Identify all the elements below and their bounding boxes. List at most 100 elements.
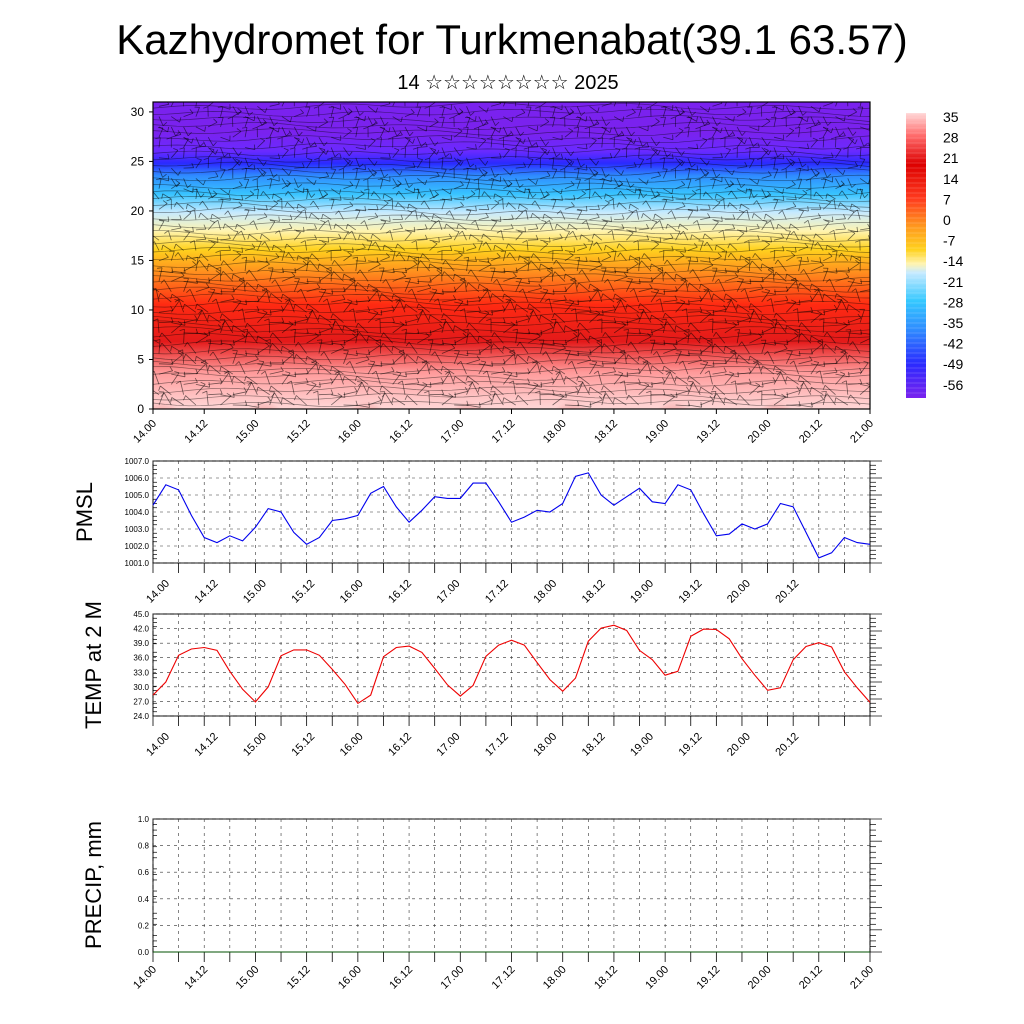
- warm-cell: [574, 314, 679, 409]
- colorbar-label: -56: [943, 377, 963, 393]
- heatmap-y-tick-label: 20: [131, 204, 145, 218]
- pmsl-y-tick-label: 1005.0: [125, 491, 150, 500]
- pmsl-x-tick-label: 17.00: [435, 578, 463, 606]
- contour-line: [153, 359, 870, 368]
- contour-line: [153, 253, 870, 262]
- cool-cell: [340, 369, 393, 409]
- pmsl-x-tick-label: 17.12: [483, 578, 511, 606]
- contour-line: [153, 201, 870, 210]
- colorbar-label: 14: [943, 171, 959, 187]
- precip-x-tick-label: 14.12: [182, 964, 210, 992]
- contour-line: [153, 115, 870, 123]
- precip-x-tick-label: 16.00: [336, 964, 364, 992]
- colorbar-label: 35: [943, 109, 959, 125]
- contour-line: [153, 346, 870, 355]
- temp-x-tick-label: 14.00: [144, 731, 172, 759]
- temp-x-tick-label: 17.12: [483, 731, 511, 759]
- contour-line: [153, 306, 870, 315]
- temp-y-tick-label: 39.0: [133, 639, 149, 648]
- precip-y-tick-label: 0.8: [138, 842, 150, 851]
- heatmap-x-tick-label: 14.00: [131, 418, 159, 446]
- colorbar-fill: [906, 113, 926, 398]
- colorbar-label: -49: [943, 356, 963, 372]
- pmsl-y-axis-title: PMSL: [72, 482, 97, 542]
- colorbar-label: -14: [943, 253, 963, 269]
- precip-x-tick-label: 14.00: [131, 964, 159, 992]
- cool-cell: [750, 369, 803, 409]
- contour-line: [153, 293, 870, 302]
- pmsl-x-tick-label: 16.12: [386, 578, 414, 606]
- heatmap-x-tick-label: 20.12: [797, 418, 825, 446]
- temp-series-line: [152, 624, 871, 705]
- contour-line: [153, 102, 870, 110]
- heatmap-x-tick-label: 15.00: [234, 418, 262, 446]
- heatmap-x-tick-label: 15.12: [285, 418, 313, 446]
- contour-line: [153, 313, 870, 322]
- colorbar-label: 0: [943, 212, 951, 228]
- warm-cell: [165, 314, 270, 409]
- contour-line: [153, 233, 870, 242]
- contour-line: [153, 385, 870, 394]
- precip-x-tick-label: 15.00: [234, 964, 262, 992]
- temp-x-tick-label: 19.00: [628, 731, 656, 759]
- colorbar: 35 28 21 14 7 0 -7 -14 -21 -28 -35 -42 -49 -56: [906, 109, 963, 398]
- pmsl-y-tick-label: 1002.0: [125, 542, 150, 551]
- heatmap-y-tick-label: 15: [131, 253, 145, 267]
- temp-x-tick-label: 20.00: [725, 731, 753, 759]
- colorbar-label: 7: [943, 191, 951, 207]
- temp-x-tick-label: 14.12: [193, 731, 221, 759]
- pmsl-x-tick-label: 19.00: [628, 578, 656, 606]
- contour-line: [153, 326, 870, 335]
- temp-x-tick-label: 15.12: [289, 731, 317, 759]
- contour-line: [153, 333, 870, 342]
- contour-line: [153, 141, 870, 150]
- heatmap-y-tick-label: 10: [131, 303, 145, 317]
- contour-line: [153, 227, 870, 236]
- wind-barbs: [153, 102, 870, 408]
- heatmap-panel: 0 5 10 15 20 25 30 14.00 14.12 15.00 15.12 16.00 16.…: [131, 101, 876, 446]
- pmsl-x-tick-label: 14.00: [144, 578, 172, 606]
- contour-line: [153, 181, 870, 189]
- cool-cell: [237, 369, 290, 409]
- heatmap-x-tick-label: 21.00: [848, 418, 876, 446]
- precip-x-tick-label: 20.12: [797, 964, 825, 992]
- contour-line: [153, 240, 870, 249]
- precip-panel: 0.0 0.2 0.4 0.6 0.8 1.0 PRECIP, mm 14.00 14.12 15…: [81, 815, 882, 992]
- contour-line: [153, 135, 870, 144]
- pmsl-x-tick-label: 15.12: [289, 578, 317, 606]
- precip-y-tick-label: 1.0: [138, 815, 150, 824]
- pmsl-y-tick-label: 1006.0: [125, 474, 150, 483]
- colorbar-label: -42: [943, 336, 963, 352]
- pmsl-x-tick-label: 18.00: [531, 578, 559, 606]
- contour-line: [153, 207, 870, 216]
- precip-x-tick-label: 17.12: [490, 964, 518, 992]
- heatmap-x-tick-label: 20.00: [746, 418, 774, 446]
- chart-subtitle: 14 ☆☆☆☆☆☆☆☆ 2025: [397, 72, 619, 94]
- colorbar-label: -7: [943, 233, 956, 249]
- colorbar-label: 21: [943, 150, 959, 166]
- pmsl-x-tick-label: 14.12: [193, 578, 221, 606]
- temp-x-tick-label: 18.12: [580, 731, 608, 759]
- precip-y-tick-label: 0.2: [138, 921, 150, 930]
- warm-cell: [369, 314, 474, 409]
- colorbar-label: 28: [943, 130, 959, 146]
- precip-x-tick-label: 18.00: [541, 964, 569, 992]
- cool-cell: [647, 369, 700, 409]
- contour-line: [153, 247, 870, 256]
- heatmap-x-tick-label: 17.00: [438, 418, 466, 446]
- heatmap-y-tick-label: 25: [131, 154, 145, 168]
- temp-x-tick-label: 16.00: [338, 731, 366, 759]
- temp-x-tick-label: 16.12: [386, 731, 414, 759]
- temp-y-tick-label: 42.0: [133, 625, 149, 634]
- heatmap-x-tick-label: 18.00: [541, 418, 569, 446]
- temp-y-tick-label: 33.0: [133, 668, 149, 677]
- contour-line: [153, 148, 870, 157]
- precip-x-tick-label: 15.12: [285, 964, 313, 992]
- temp-y-tick-label: 36.0: [133, 654, 149, 663]
- colorbar-label: -21: [943, 274, 963, 290]
- heatmap-field: [153, 102, 870, 409]
- pmsl-y-tick-label: 1007.0: [125, 457, 150, 466]
- contour-line: [153, 194, 870, 203]
- pmsl-x-tick-label: 19.12: [677, 578, 705, 606]
